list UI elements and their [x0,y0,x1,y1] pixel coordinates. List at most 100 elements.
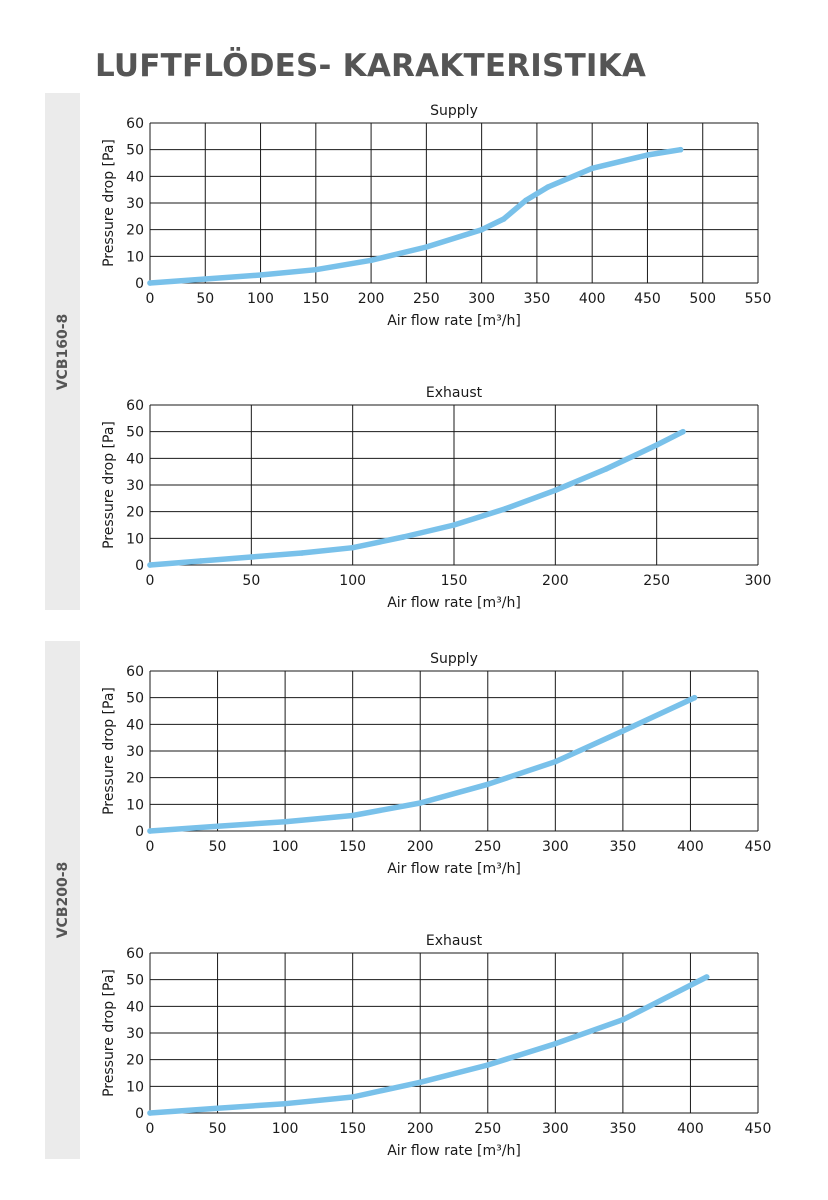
data-point [620,728,626,734]
y-tick-label: 60 [126,116,144,132]
data-point [501,506,508,512]
x-tick-label: 400 [677,1121,704,1137]
y-tick-label: 50 [126,143,144,159]
x-tick-label: 250 [474,1121,501,1137]
y-axis-label: Pressure drop [Pa] [101,139,117,267]
x-tick-label: 350 [524,291,551,307]
pressure-curve [147,428,686,568]
data-point [349,544,356,551]
x-tick-label: 50 [209,839,227,855]
data-point [485,1062,491,1068]
chart-title: Supply [430,103,478,119]
data-point [349,812,356,819]
y-tick-label: 50 [126,425,144,441]
data-point [313,266,319,273]
data-point [257,272,264,278]
y-tick-label: 40 [126,999,144,1015]
y-tick-label: 0 [135,276,144,292]
y-tick-label: 50 [126,691,144,707]
x-axis-label: Air flow rate [m³/h] [387,313,521,329]
x-tick-label: 300 [745,573,772,589]
data-point [423,244,430,250]
data-point [703,974,710,980]
x-tick-label: 450 [745,1121,772,1137]
pressure-curve [147,694,698,834]
data-point [552,1040,559,1047]
data-point [400,534,407,540]
chart-vcb200-supply: Supply 0 50 100 150 200 250 300 350 400 450 0 10 20 30… [101,651,772,877]
section-band-vcb160: VCB160-8 [45,93,80,610]
y-tick-label: 30 [126,744,144,760]
y-tick-label: 40 [126,451,144,467]
x-tick-label: 50 [242,573,260,589]
x-tick-label: 150 [302,291,329,307]
data-point [451,522,457,528]
y-axis-label: Pressure drop [Pa] [101,687,117,815]
y-tick-label: 60 [126,398,144,414]
y-tick-label: 40 [126,169,144,185]
y-tick-label: 10 [126,249,144,265]
x-tick-label: 300 [542,1121,569,1137]
x-tick-label: 50 [209,1121,227,1137]
data-point [589,165,595,172]
y-tick-label: 30 [126,1026,144,1042]
data-point [147,280,153,286]
y-tick-label: 0 [135,824,144,840]
section-band-vcb200: VCB200-8 [45,641,80,1159]
chart-title: Supply [430,651,478,667]
chart-vcb160-supply: Supply 0 50 100 150 200 250 300 350 400 450 500 550 0… [101,103,771,329]
data-point [680,428,686,435]
x-tick-label: 100 [272,1121,299,1137]
data-point [147,1110,153,1116]
x-tick-label: 450 [745,839,772,855]
x-tick-label: 0 [146,1121,155,1137]
data-point [603,466,609,472]
y-tick-label: 0 [135,1106,144,1122]
chart-vcb160-exhaust: Exhaust 0 50 100 150 200 250 300 0 10 20 30 40 50 60 Ai… [101,385,772,611]
y-tick-label: 60 [126,946,144,962]
data-point [214,1105,221,1111]
x-tick-label: 250 [413,291,440,307]
x-axis-label: Air flow rate [m³/h] [387,1143,521,1159]
x-tick-label: 300 [468,291,495,307]
chart-vcb200-exhaust: Exhaust 0 50 100 150 200 250 300 350 400 450 0 10 20 3… [101,933,772,1159]
data-point [691,694,698,701]
x-tick-label: 250 [474,839,501,855]
chart-title: Exhaust [426,385,483,401]
x-tick-label: 100 [272,839,299,855]
data-point [248,554,255,560]
x-tick-label: 450 [634,291,661,307]
data-point [417,1079,423,1086]
y-tick-label: 0 [135,558,144,574]
data-point [500,216,507,222]
x-tick-label: 250 [643,573,670,589]
x-tick-label: 150 [339,1121,366,1137]
data-point [552,487,559,494]
x-axis-label: Air flow rate [m³/h] [387,861,521,877]
data-point [485,781,491,788]
data-point [197,558,204,564]
x-tick-label: 200 [407,839,434,855]
data-point [620,1016,626,1023]
x-axis-label: Air flow rate [m³/h] [387,595,521,611]
data-point [214,823,221,829]
y-tick-label: 60 [126,664,144,680]
x-tick-label: 350 [610,839,637,855]
data-point [368,257,374,264]
y-tick-label: 20 [126,223,144,239]
data-point [417,800,423,806]
x-tick-label: 300 [542,839,569,855]
x-tick-label: 150 [441,573,468,589]
data-point [677,146,684,153]
data-point [147,828,153,834]
data-point [282,1100,288,1107]
x-tick-label: 0 [146,839,155,855]
x-tick-label: 200 [542,573,569,589]
x-tick-label: 200 [358,291,385,307]
data-point [644,152,651,158]
data-point [545,184,551,190]
data-point [299,550,305,556]
x-tick-label: 200 [407,1121,434,1137]
y-axis-label: Pressure drop [Pa] [101,969,117,1097]
x-tick-label: 150 [339,839,366,855]
